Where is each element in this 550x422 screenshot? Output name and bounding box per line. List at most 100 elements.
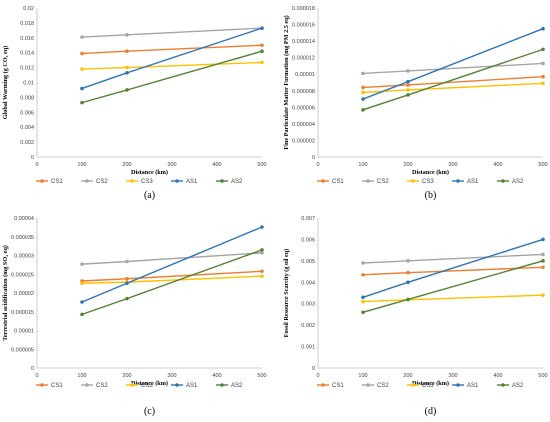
legend-label: CS1 [332,179,344,185]
data-point-as2 [361,108,365,112]
x-tick-label: 300 [448,373,457,379]
data-point-cs2 [361,71,365,76]
data-point-as2 [80,312,84,317]
legend-marker-cs1 [40,179,44,183]
y-tick-label: 0.02 [23,6,34,12]
y-tick-label: 0.000018 [292,6,315,12]
x-tick-label: 400 [493,373,502,379]
x-tick-label: 200 [122,162,131,168]
data-point-cs2 [541,252,545,257]
x-tick-label: 200 [122,373,131,379]
legend-marker-cs3 [411,179,415,183]
data-point-cs1 [406,270,410,275]
y-tick-label: 0.007 [301,216,315,222]
x-tick-label: 0 [316,162,319,168]
legend-label: AS1 [467,383,479,389]
data-point-as1 [260,26,264,30]
data-point-cs1 [361,85,365,90]
y-tick-label: 0 [312,366,315,372]
y-tick-label: 0.003 [301,302,315,308]
legend-label: CS2 [377,383,389,389]
legend-label: CS1 [332,383,344,389]
legend-label: AS1 [186,383,198,389]
y-tick-label: 0.00001 [295,72,315,78]
y-tick-label: 0.000014 [292,39,315,45]
x-tick-label: 300 [167,162,176,168]
chart-panel-1: 0 0.002 0.004 0.006 0.008 0.01 0.012 0.014 0.016… [2,6,267,201]
legend-marker-as1 [175,179,179,183]
y-tick-label: 0.004 [301,280,315,286]
chart-panel-2: 0 0.000002 0.000004 0.000006 0.000008 0.00001… [283,6,548,201]
data-point-cs3 [80,281,84,286]
data-point-as1 [406,280,410,285]
data-point-cs3 [80,67,84,71]
x-tick-label: 400 [493,162,502,168]
legend-label: CS3 [422,179,434,185]
series-line-as1 [362,28,544,100]
y-tick-label: 0.000012 [292,56,315,62]
y-tick-label: 0.016 [20,36,34,42]
chart-panel-3: 0 0.000005 0.00001 0.000015 0.00002 0.000025 0… [2,216,267,417]
x-tick-label: 200 [403,162,412,168]
data-point-cs1 [406,83,410,87]
data-point-as2 [260,248,264,252]
y-tick-label: 0.002 [20,140,34,146]
series-line-cs2 [81,252,263,265]
legend-marker-cs2 [85,179,89,183]
x-tick-label: 0 [316,373,319,379]
x-axis-title: Distance (km) [131,380,168,387]
data-point-as2 [541,259,545,263]
legend-marker-cs3 [130,383,134,387]
series-line-cs3 [81,61,263,70]
data-point-as2 [361,310,365,315]
data-point-cs3 [361,90,365,95]
y-tick-label: 0.000005 [11,347,34,353]
y-tick-label: 0 [31,155,34,161]
y-tick-label: 0.01 [23,81,34,87]
legend-label: CS3 [141,179,153,185]
data-point-cs3 [541,293,545,297]
data-point-as1 [541,26,545,31]
legend-label: AS1 [186,179,198,185]
data-point-cs2 [361,261,365,265]
series-line-cs1 [81,44,263,55]
legend-label: AS2 [231,179,243,185]
series-line-cs1 [362,76,544,89]
x-tick-label: 100 [358,373,367,379]
x-axis-title: Distance (km) [412,380,449,387]
y-axis-title: Terrestrial acidification (mg SO₂ eq) [2,245,9,341]
series-line-cs2 [362,62,544,75]
data-point-cs3 [361,299,365,304]
x-tick-label: 0 [35,162,38,168]
legend-marker-as1 [456,179,460,183]
legend-label: CS2 [96,383,108,389]
x-tick-label: 400 [212,162,221,168]
y-tick-label: 0.002 [301,323,315,329]
x-tick-label: 200 [403,373,412,379]
legend-marker-cs2 [366,179,370,183]
data-point-cs3 [406,88,410,92]
legend-marker-as2 [220,179,224,183]
y-tick-label: 0.004 [20,125,34,131]
x-tick-label: 500 [257,373,266,379]
data-point-as1 [406,79,410,84]
y-tick-label: 0.000006 [292,105,315,111]
y-tick-label: 0.00001 [14,329,34,335]
y-tick-label: 0 [31,366,34,372]
x-tick-label: 0 [35,373,38,379]
y-tick-label: 0.000015 [11,310,34,316]
data-point-as2 [541,47,545,52]
data-point-cs1 [361,272,365,277]
x-axis-title: Distance (km) [131,169,168,176]
data-point-as1 [125,281,129,286]
data-point-cs1 [260,269,264,274]
legend-marker-cs1 [40,383,44,387]
legend-label: AS1 [467,179,479,185]
data-point-cs2 [541,61,545,66]
legend-marker-cs1 [321,179,325,183]
legend-label: CS3 [422,383,434,389]
legend-label: AS2 [512,179,524,185]
panel-label: (d) [425,406,437,417]
data-point-as2 [125,88,129,92]
legend-label: AS2 [231,383,243,389]
